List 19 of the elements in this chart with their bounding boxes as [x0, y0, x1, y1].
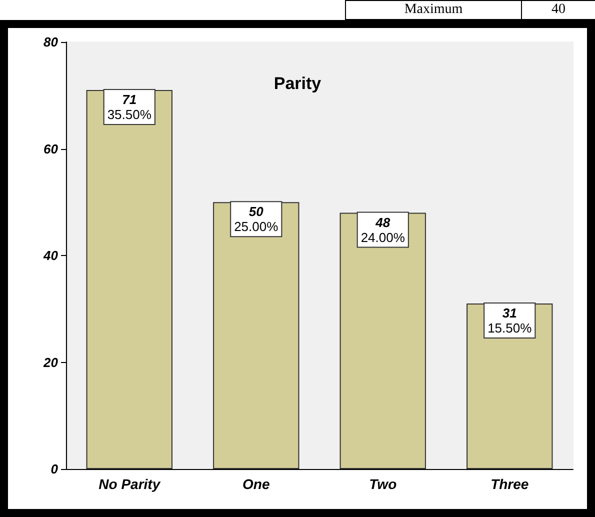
- y-tick-label: 20: [42, 354, 59, 370]
- text: Parity: [274, 74, 322, 93]
- text: 40: [521, 1, 595, 19]
- x-tick-label: Three: [490, 476, 529, 492]
- y-tick-label: 40: [42, 248, 59, 263]
- y-tick-label: 80: [44, 34, 59, 50]
- x-tick-label: One: [242, 476, 270, 492]
- y-tick-label: 0: [50, 462, 59, 476]
- data-label: 31 15.50%: [488, 306, 532, 336]
- x-tick-label: Two: [369, 476, 398, 492]
- data-label: 48 24.00%: [360, 214, 406, 245]
- data-label: 50 25.00%: [234, 204, 279, 234]
- y-tick-label: 60: [44, 141, 59, 156]
- bar: [86, 90, 172, 469]
- x-tick-label: No Parity: [98, 476, 162, 492]
- bar: [340, 212, 426, 469]
- data-label: 71 35.50%: [107, 92, 152, 122]
- bar: [213, 202, 300, 469]
- text: Maximum: [345, 1, 521, 19]
